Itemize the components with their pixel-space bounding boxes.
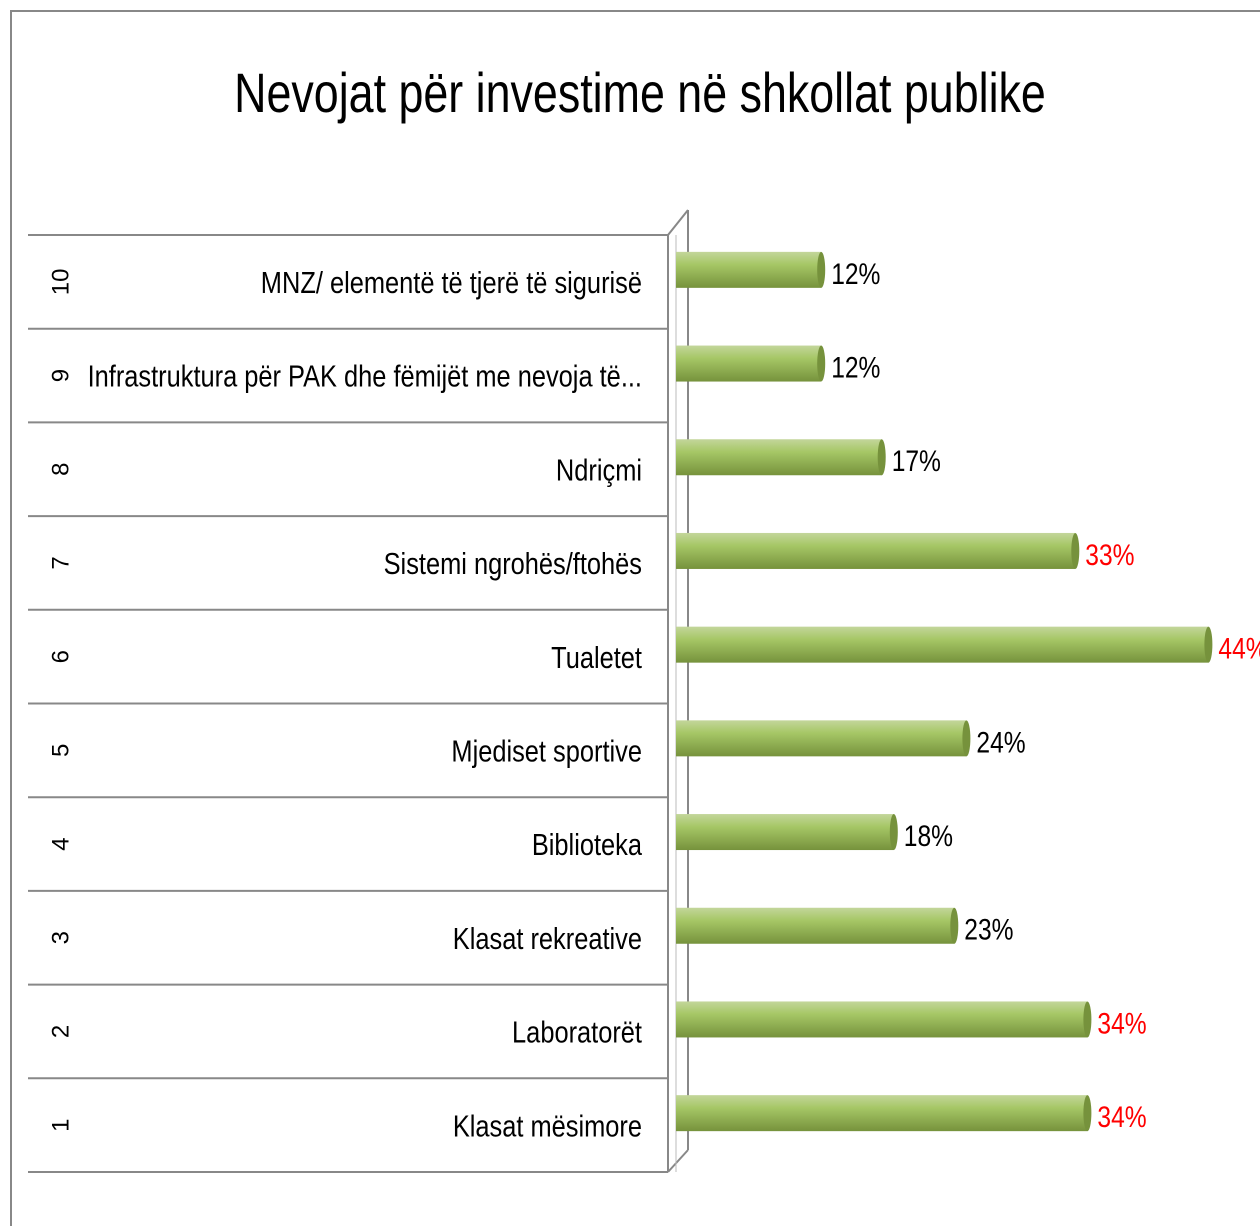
category-label: Infrastruktura për PAK dhe fëmijët me ne… xyxy=(88,359,642,394)
bar-cap xyxy=(962,720,971,757)
value-label-group: 33% xyxy=(1085,538,1134,572)
category-label-group: Tualetet xyxy=(551,640,642,675)
title-group: Nevojat për investime në shkollat publik… xyxy=(234,61,1046,124)
category-number: 1 xyxy=(47,1118,74,1131)
category-number-group: 2 xyxy=(47,1025,74,1038)
category-number: 3 xyxy=(47,931,74,944)
bar-cap xyxy=(817,345,826,382)
bar xyxy=(676,1095,1088,1132)
category-label-group: MNZ/ elementë të tjerë të sigurisë xyxy=(261,266,642,301)
value-label: 44% xyxy=(1218,631,1260,665)
value-label-group: 34% xyxy=(1097,1006,1146,1040)
value-label-group: 24% xyxy=(976,725,1025,759)
bar-group xyxy=(676,1095,1092,1132)
category-label-group: Klasat rekreative xyxy=(453,922,642,957)
bar-group xyxy=(676,439,886,476)
bar-group xyxy=(676,814,898,851)
bar xyxy=(676,251,822,288)
bar-cap xyxy=(889,814,898,851)
category-label-group: Sistemi ngrohës/ftohës xyxy=(384,547,642,582)
bar-cap xyxy=(817,251,826,288)
category-number: 7 xyxy=(47,556,74,569)
category-number: 5 xyxy=(47,744,74,757)
category-label-group: Infrastruktura për PAK dhe fëmijët me ne… xyxy=(88,359,642,394)
bar-group xyxy=(676,532,1080,569)
category-label: MNZ/ elementë të tjerë të sigurisë xyxy=(261,266,642,301)
bar-group xyxy=(676,626,1213,663)
category-number-group: 1 xyxy=(47,1118,74,1131)
category-number: 2 xyxy=(47,1025,74,1038)
category-label-group: Ndriçmi xyxy=(556,453,642,488)
category-number: 6 xyxy=(47,650,74,663)
value-label: 34% xyxy=(1097,1100,1146,1134)
category-label: Ndriçmi xyxy=(556,453,642,488)
bar xyxy=(676,720,967,757)
bar-cap xyxy=(1204,626,1213,663)
bar-group xyxy=(676,907,959,944)
category-label: Laboratorët xyxy=(512,1015,642,1050)
category-label: Sistemi ngrohës/ftohës xyxy=(384,547,642,582)
bar-group xyxy=(676,345,826,382)
bar xyxy=(676,532,1076,569)
category-label-group: Klasat mësimore xyxy=(453,1109,642,1144)
category-label: Biblioteka xyxy=(532,828,642,863)
chart-title: Nevojat për investime në shkollat publik… xyxy=(234,61,1046,124)
bar-cap xyxy=(877,439,886,476)
value-label: 33% xyxy=(1085,538,1134,572)
value-label-group: 44% xyxy=(1218,631,1260,665)
category-label: Klasat rekreative xyxy=(453,922,642,957)
category-label-group: Biblioteka xyxy=(532,828,642,863)
category-number-group: 5 xyxy=(47,744,74,757)
value-label-group: 12% xyxy=(831,256,880,290)
value-label: 12% xyxy=(831,256,880,290)
category-number-group: 7 xyxy=(47,556,74,569)
bar-cap xyxy=(950,907,959,944)
category-label: Klasat mësimore xyxy=(453,1109,642,1144)
bar xyxy=(676,1001,1088,1038)
value-label-group: 18% xyxy=(904,819,953,853)
bar xyxy=(676,626,1209,663)
category-number: 8 xyxy=(47,463,74,476)
bar-cap xyxy=(1083,1095,1092,1132)
bar xyxy=(676,439,882,476)
category-label-group: Mjediset sportive xyxy=(451,734,642,769)
value-label-group: 17% xyxy=(892,444,941,478)
bar xyxy=(676,907,955,944)
value-label-group: 12% xyxy=(831,350,880,384)
bar-cap xyxy=(1083,1001,1092,1038)
category-label-group: Laboratorët xyxy=(512,1015,642,1050)
bar-group xyxy=(676,251,826,288)
bar-cap xyxy=(1071,532,1080,569)
category-number-group: 4 xyxy=(47,837,74,850)
category-number-group: 6 xyxy=(47,650,74,663)
value-label: 17% xyxy=(892,444,941,478)
value-label: 34% xyxy=(1097,1006,1146,1040)
bar-group xyxy=(676,720,971,757)
value-label: 23% xyxy=(964,912,1013,946)
value-label-group: 34% xyxy=(1097,1100,1146,1134)
bar-group xyxy=(676,1001,1092,1038)
value-label: 18% xyxy=(904,819,953,853)
category-label: Mjediset sportive xyxy=(451,734,642,769)
category-number-group: 8 xyxy=(47,463,74,476)
category-number: 4 xyxy=(47,837,74,850)
value-label: 12% xyxy=(831,350,880,384)
category-number-group: 9 xyxy=(47,369,74,382)
bar xyxy=(676,345,822,382)
value-label: 24% xyxy=(976,725,1025,759)
category-number-group: 10 xyxy=(47,268,74,295)
bar xyxy=(676,814,894,851)
value-label-group: 23% xyxy=(964,912,1013,946)
category-number: 9 xyxy=(47,369,74,382)
category-number-group: 3 xyxy=(47,931,74,944)
category-number: 10 xyxy=(47,268,74,295)
category-label: Tualetet xyxy=(551,640,642,675)
